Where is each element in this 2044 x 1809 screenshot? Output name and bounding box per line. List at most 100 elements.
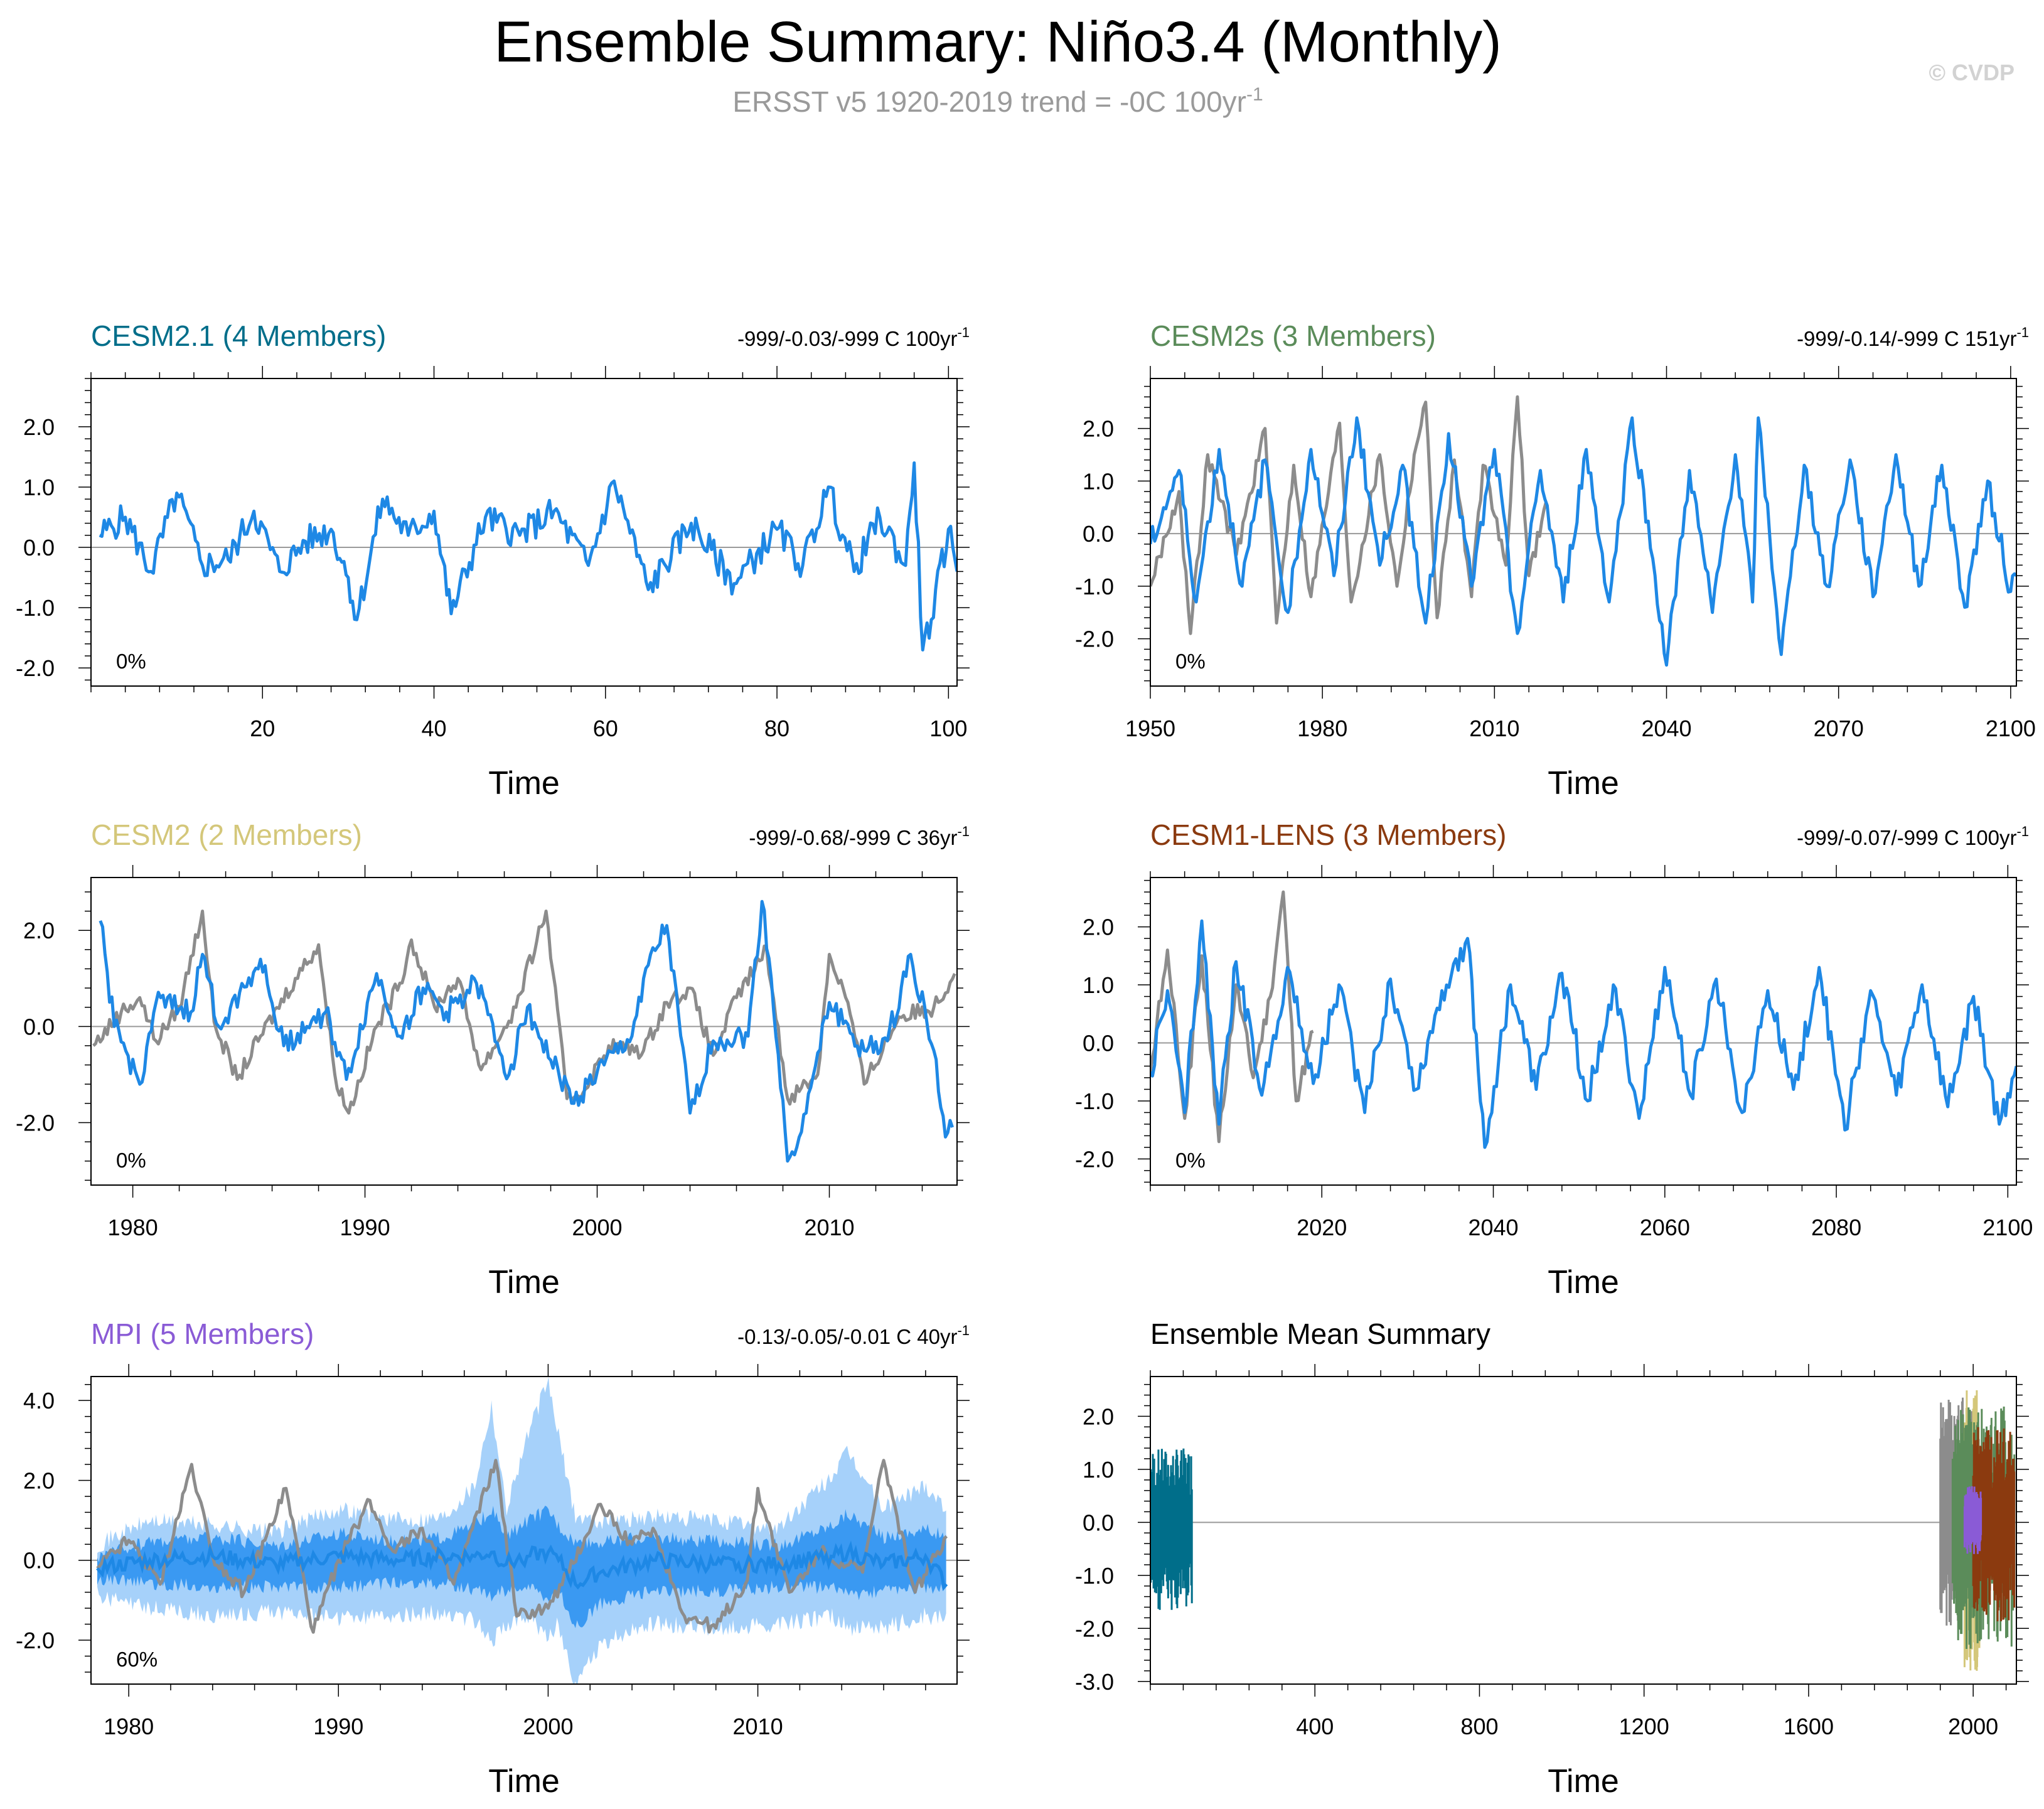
x-tick-label: 2000 — [523, 1714, 573, 1739]
x-tick-label: 80 — [764, 716, 789, 741]
panel-trend: -0.13/-0.05/-0.01 C 40yr-1 — [737, 1323, 970, 1348]
plot-area — [96, 1377, 948, 1684]
x-tick-label: 100 — [929, 716, 967, 741]
x-tick-label: 2000 — [1948, 1714, 1998, 1739]
plot-area — [92, 899, 956, 1163]
figure-title: Ensemble Summary: Niño3.4 (Monthly) — [494, 10, 1501, 74]
x-axis-label: Time — [1548, 1763, 1619, 1800]
x-tick-label: 2040 — [1641, 716, 1691, 741]
ensemble-mean-line — [96, 1540, 948, 1591]
plot-area — [1150, 890, 2016, 1149]
x-tick-label: 40 — [422, 716, 447, 741]
panel-frame — [90, 877, 958, 1186]
y-tick-label: -2.0 — [16, 655, 55, 681]
plot-area — [1150, 395, 2016, 667]
y-tick-label: 1.0 — [1083, 468, 1114, 494]
panel-frame — [90, 378, 958, 687]
panel-mpi: MPI (5 Members) -0.13/-0.05/-0.01 C 40yr-… — [16, 1318, 970, 1800]
x-tick-label: 1980 — [108, 1215, 158, 1240]
credit-watermark: © CVDP — [1929, 60, 2015, 85]
y-tick-label: 0.0 — [1083, 1510, 1114, 1535]
x-tick-label: 1600 — [1784, 1714, 1834, 1739]
percent-label: 0% — [1175, 650, 1206, 673]
panel-cesm2: CESM2 (2 Members) -999/-0.68/-999 C 36yr-… — [16, 819, 970, 1301]
panel-trend-value: -999/-0.68/-999 C 36yr — [749, 826, 957, 849]
x-tick-label: 20 — [250, 716, 275, 741]
x-tick-label: 2010 — [733, 1714, 783, 1739]
x-tick-label: 800 — [1460, 1714, 1498, 1739]
x-tick-label: 2060 — [1640, 1215, 1690, 1240]
y-tick-label: 1.0 — [23, 475, 55, 500]
observed-series-line — [1150, 890, 1314, 1144]
x-tick-label: 2100 — [1986, 716, 2036, 741]
panel-trend-exponent: -1 — [957, 325, 970, 340]
x-tick-label: 400 — [1296, 1714, 1334, 1739]
y-tick-label: 0.0 — [1083, 521, 1114, 547]
panel-frame — [1150, 1376, 2017, 1685]
panel-trend-exponent: -1 — [957, 1323, 970, 1338]
x-axis-label: Time — [488, 765, 560, 802]
percent-label: 60% — [116, 1648, 158, 1671]
observed-series-line — [1150, 395, 1548, 635]
y-tick-label: -1.0 — [1075, 574, 1114, 599]
y-tick-label: 2.0 — [23, 414, 55, 440]
x-tick-label: 2100 — [1982, 1215, 2033, 1240]
panel-trend-exponent: -1 — [957, 824, 970, 839]
percent-label: 0% — [116, 1149, 146, 1172]
y-tick-label: 0.0 — [1083, 1030, 1114, 1056]
member-series-line — [1150, 919, 2016, 1149]
y-tick-label: 4.0 — [23, 1388, 55, 1414]
panel-cesm2s: CESM2s (3 Members) -999/-0.14/-999 C 151y… — [1075, 319, 2036, 802]
panel-cesm21: CESM2.1 (4 Members) -999/-0.03/-999 C 100… — [16, 319, 970, 802]
x-tick-label: 2010 — [1469, 716, 1519, 741]
panel-frame — [90, 1376, 958, 1685]
y-tick-label: -1.0 — [16, 595, 55, 621]
ensemble-spread-interquartile — [97, 1505, 946, 1628]
member-series-line — [1150, 416, 2016, 667]
percent-label: 0% — [1175, 1149, 1206, 1172]
panel-title: CESM2.1 (4 Members) — [91, 319, 386, 352]
y-tick-label: -2.0 — [1075, 1616, 1114, 1641]
x-tick-label: 2020 — [1297, 1215, 1347, 1240]
observed-series-line — [92, 910, 956, 1115]
panel-title: CESM2s (3 Members) — [1150, 319, 1436, 352]
member-series-line — [99, 899, 954, 1163]
x-tick-label: 2010 — [804, 1215, 854, 1240]
panel-title: CESM1-LENS (3 Members) — [1150, 819, 1506, 851]
panel-trend: -999/-0.68/-999 C 36yr-1 — [749, 824, 970, 849]
x-axis-label: Time — [488, 1763, 560, 1800]
panel-cesm1lens: CESM1-LENS (3 Members) -999/-0.07/-999 C … — [1075, 819, 2033, 1301]
panel-title: Ensemble Mean Summary — [1150, 1318, 1490, 1350]
plot-area — [99, 461, 957, 652]
observed-series-line — [96, 1459, 948, 1634]
y-tick-label: 0.0 — [23, 1548, 55, 1574]
x-tick-label: 2000 — [572, 1215, 622, 1240]
panel-trend-value: -999/-0.14/-999 C 151yr — [1797, 327, 2016, 350]
y-tick-label: 2.0 — [23, 918, 55, 943]
x-tick-label: 1990 — [313, 1714, 363, 1739]
x-tick-label: 1980 — [104, 1714, 154, 1739]
x-axis-label: Time — [1548, 765, 1619, 802]
x-tick-label: 1990 — [340, 1215, 390, 1240]
y-tick-label: 2.0 — [1083, 416, 1114, 442]
panel-title: MPI (5 Members) — [91, 1318, 314, 1350]
panel-frame — [1150, 378, 2017, 687]
panels-container: CESM2.1 (4 Members) -999/-0.03/-999 C 100… — [16, 319, 2036, 1800]
ensemble-mean-block-cesm21 — [1150, 1448, 1193, 1610]
x-tick-label: 1200 — [1619, 1714, 1669, 1739]
panel-trend-exponent: -1 — [2016, 325, 2029, 340]
y-tick-label: 1.0 — [1083, 1457, 1114, 1483]
y-tick-label: -1.0 — [1075, 1088, 1114, 1114]
panel-trend: -999/-0.03/-999 C 100yr-1 — [737, 325, 970, 350]
percent-label: 0% — [116, 650, 146, 673]
panel-title: CESM2 (2 Members) — [91, 819, 362, 851]
panel-trend-value: -999/-0.07/-999 C 100yr — [1797, 826, 2016, 849]
x-tick-label: 2070 — [1814, 716, 1864, 741]
y-tick-label: 0.0 — [23, 1014, 55, 1039]
x-tick-label: 1950 — [1125, 716, 1175, 741]
panel-trend: -999/-0.14/-999 C 151yr-1 — [1797, 325, 2029, 350]
panel-trend-exponent: -1 — [2016, 824, 2029, 839]
y-tick-label: -2.0 — [16, 1110, 55, 1135]
ensemble-mean-block-mpi — [1963, 1486, 1982, 1554]
